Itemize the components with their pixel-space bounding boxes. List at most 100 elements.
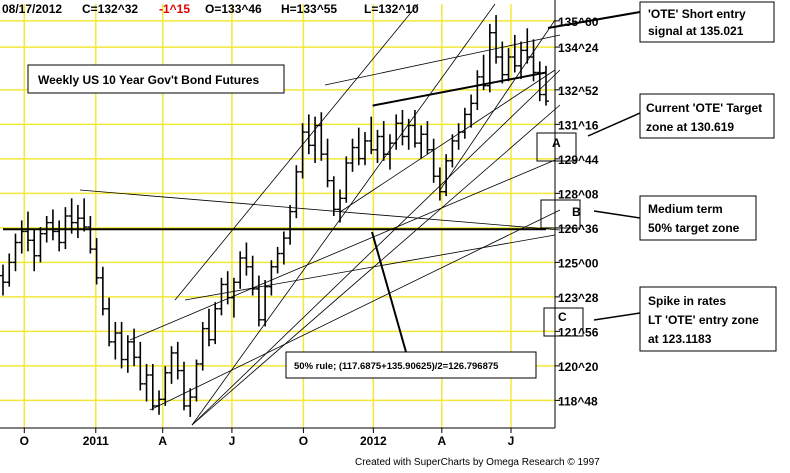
medium-term-line1: Medium term bbox=[648, 202, 723, 216]
y-tick-label: 134^24 bbox=[558, 41, 599, 55]
ohlc-bar bbox=[536, 61, 543, 102]
fan-line bbox=[149, 209, 561, 411]
ohlc-bar bbox=[187, 388, 194, 417]
ohlc-bar bbox=[68, 198, 75, 234]
ohlc-bar bbox=[543, 65, 549, 106]
ohlc-bar bbox=[499, 41, 506, 84]
ohlc-bar bbox=[43, 216, 50, 243]
ohlc-bar bbox=[243, 242, 250, 276]
ohlc-bar bbox=[324, 138, 331, 188]
ohlc-bar bbox=[6, 253, 13, 287]
ohlc-bar bbox=[93, 238, 100, 285]
x-tick-label: 2012 bbox=[360, 434, 387, 448]
header-open: O=133^46 bbox=[205, 2, 262, 16]
zone-c-label: C bbox=[558, 310, 567, 324]
x-tick-label: J bbox=[508, 434, 515, 448]
ohlc-bar bbox=[143, 363, 150, 402]
ohlc-bar bbox=[443, 154, 450, 197]
ohlc-bar bbox=[330, 176, 337, 216]
ohlc-bar bbox=[268, 260, 275, 296]
ohlc-bar bbox=[430, 138, 437, 183]
y-tick-label: 132^52 bbox=[558, 84, 599, 98]
ohlc-bar bbox=[405, 118, 412, 150]
ohlc-bar bbox=[486, 23, 493, 93]
short-entry-pointer bbox=[547, 11, 641, 29]
ohlc-bar bbox=[131, 328, 138, 367]
ohlc-bar bbox=[149, 363, 156, 411]
fan-line bbox=[129, 159, 556, 341]
ohlc-bar bbox=[530, 39, 537, 82]
ohlc-bar bbox=[255, 275, 262, 327]
ohlc-bar bbox=[505, 48, 512, 82]
fan-line bbox=[439, 19, 556, 191]
ohlc-bar bbox=[524, 28, 531, 64]
ohlc-bar bbox=[199, 322, 206, 371]
zone-b-box bbox=[540, 199, 581, 229]
ohlc-bar bbox=[337, 189, 344, 223]
ohlc-bar bbox=[280, 231, 287, 265]
ohlc-bar bbox=[81, 198, 88, 232]
ohlc-bar bbox=[461, 107, 468, 139]
ohlc-bar bbox=[424, 121, 431, 155]
ohlc-bar bbox=[49, 209, 56, 241]
medium-term-line2: 50% target zone bbox=[648, 221, 740, 235]
ohlc-bar bbox=[374, 129, 381, 163]
y-tick-label: 131^16 bbox=[558, 118, 599, 132]
zone-a-box bbox=[536, 132, 577, 162]
ohlc-bar bbox=[24, 211, 31, 252]
target-zone-line2: zone at 130.619 bbox=[646, 120, 734, 134]
ohlc-bar bbox=[87, 216, 94, 254]
ohlc-bar bbox=[418, 125, 425, 159]
ohlc-bar bbox=[362, 132, 368, 166]
ohlc-bar bbox=[106, 297, 113, 347]
ohlc-bar bbox=[380, 121, 387, 161]
ohlc-bar bbox=[212, 302, 219, 345]
medium-term-box bbox=[639, 195, 757, 241]
y-tick-label: 121^56 bbox=[558, 325, 599, 339]
short-entry-line1: 'OTE' Short entry bbox=[648, 7, 746, 21]
medium-term-pointer bbox=[593, 210, 641, 219]
y-tick-label: 118^48 bbox=[558, 394, 598, 408]
ohlc-bar bbox=[174, 341, 181, 380]
ohlc-bar bbox=[480, 54, 487, 91]
ohlc-bar bbox=[18, 220, 25, 254]
zone-a-label: A bbox=[552, 136, 561, 150]
fan-line bbox=[191, 104, 561, 426]
spike-line3: at 123.1183 bbox=[648, 332, 712, 346]
ohlc-bar bbox=[74, 204, 81, 239]
rule-box bbox=[285, 351, 537, 379]
ohlc-bar bbox=[287, 204, 294, 245]
ohlc-bar bbox=[37, 227, 44, 263]
ohlc-bar bbox=[156, 390, 163, 415]
zone-b-label: B bbox=[572, 205, 581, 219]
spike-line1: Spike in rates bbox=[648, 294, 726, 308]
chart-title: Weekly US 10 Year Gov't Bond Futures bbox=[38, 73, 259, 87]
short-entry-line2: signal at 135.021 bbox=[648, 24, 744, 38]
header-high: H=133^55 bbox=[281, 2, 337, 16]
ohlc-bar bbox=[393, 114, 400, 150]
target-zone-pointer bbox=[587, 112, 641, 137]
spike-box bbox=[639, 286, 777, 352]
credit-text: Created with SuperCharts by Omega Resear… bbox=[355, 457, 600, 468]
ohlc-bar bbox=[112, 322, 119, 360]
ohlc-bar bbox=[318, 112, 325, 161]
fan-line bbox=[339, 69, 556, 213]
ohlc-bar bbox=[124, 335, 131, 373]
ohlc-bar bbox=[455, 123, 462, 150]
x-tick-label: O bbox=[20, 434, 29, 448]
ohlc-bar bbox=[56, 220, 63, 252]
ohlc-bar bbox=[299, 123, 306, 179]
trend-line bbox=[372, 71, 547, 107]
target-zone-line1: Current 'OTE' Target bbox=[646, 101, 762, 115]
ohlc-bar bbox=[399, 110, 406, 146]
ohlc-bar bbox=[99, 266, 106, 316]
y-tick-label: 120^20 bbox=[558, 360, 599, 374]
header-date: 08/17/2012 bbox=[2, 2, 62, 16]
rule-text: 50% rule; (117.6875+135.90625)/2=126.796… bbox=[294, 361, 499, 372]
ohlc-bar bbox=[355, 127, 362, 166]
header-close: C=132^32 bbox=[82, 2, 138, 16]
ohlc-bar bbox=[31, 229, 38, 272]
ohlc-bar bbox=[0, 264, 6, 296]
ohlc-bar bbox=[162, 366, 169, 406]
